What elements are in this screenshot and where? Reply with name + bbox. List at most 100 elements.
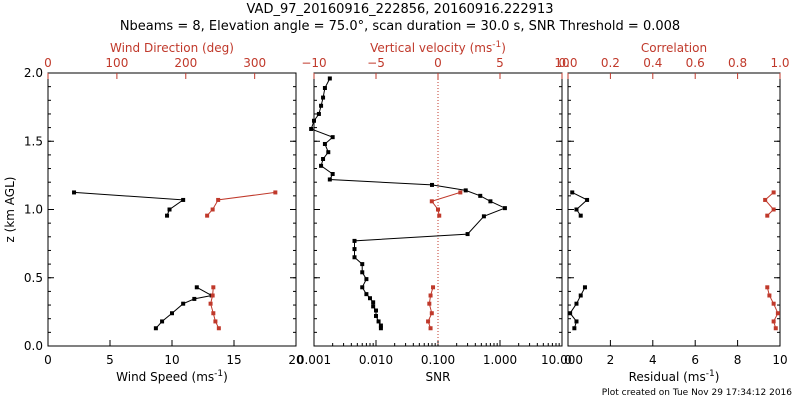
data-point	[428, 326, 433, 331]
data-point	[578, 293, 583, 298]
data-point	[213, 319, 218, 324]
data-point	[205, 213, 210, 218]
data-point	[371, 304, 376, 309]
data-point	[211, 285, 216, 290]
data-point	[352, 238, 357, 243]
data-point	[378, 326, 383, 331]
x-top-tick-label: 0.2	[601, 56, 620, 70]
data-point	[431, 285, 436, 290]
data-point	[319, 103, 324, 108]
data-point	[216, 197, 221, 202]
x-top-tick-label: 5	[496, 56, 504, 70]
data-point	[316, 111, 321, 116]
data-point	[319, 163, 324, 168]
x-top-tick-label: −10	[301, 56, 326, 70]
y-tick-label: 1.0	[24, 203, 43, 217]
series-line	[310, 78, 507, 329]
x-bottom-tick-label: 10.000	[541, 353, 583, 367]
data-point	[322, 141, 327, 146]
x-top-tick-label: 0.8	[728, 56, 747, 70]
data-point	[371, 300, 376, 305]
data-point	[374, 308, 378, 313]
data-point	[765, 213, 770, 218]
x-top-tick-label: 0.0	[558, 56, 577, 70]
data-point	[767, 293, 772, 298]
data-point	[312, 118, 316, 123]
data-point	[327, 177, 332, 182]
x-bottom-tick-label: 0	[44, 353, 52, 367]
data-point	[502, 206, 507, 211]
data-point	[574, 319, 579, 324]
series-line	[206, 191, 276, 216]
x-bottom-axis-title: Wind Speed (ms-1)	[116, 369, 228, 384]
data-point	[167, 207, 172, 212]
data-point	[322, 86, 327, 91]
data-point	[771, 319, 776, 324]
x-top-axis-title: Correlation	[641, 41, 707, 55]
x-bottom-tick-label: 0.001	[297, 353, 331, 367]
data-point	[582, 285, 587, 290]
data-point	[181, 197, 186, 202]
x-bottom-tick-label: 0	[564, 353, 572, 367]
x-top-tick-label: 300	[243, 56, 266, 70]
series-line	[764, 192, 775, 216]
data-point	[210, 293, 215, 298]
x-bottom-tick-label: 8	[734, 353, 742, 367]
data-point	[360, 262, 365, 267]
data-point	[378, 323, 383, 328]
y-tick-label: 0.0	[24, 339, 43, 353]
x-bottom-tick-label: 0.100	[421, 353, 455, 367]
y-axis-title: z (km AGL)	[3, 177, 17, 243]
data-point	[352, 247, 357, 252]
x-bottom-axis-title: Residual (ms-1)	[629, 369, 720, 384]
x-bottom-tick-label: 6	[691, 353, 699, 367]
data-point	[775, 311, 780, 316]
data-point	[352, 255, 357, 260]
x-top-tick-label: 0	[434, 56, 442, 70]
data-point	[481, 214, 486, 219]
data-point	[488, 199, 493, 204]
data-point	[572, 326, 577, 331]
data-point	[326, 150, 331, 155]
data-point	[170, 311, 174, 316]
x-top-tick-label: 100	[105, 56, 128, 70]
data-point	[437, 213, 442, 218]
series-line	[73, 191, 185, 216]
data-point	[465, 232, 470, 237]
data-point	[429, 311, 434, 316]
data-point	[578, 213, 583, 218]
data-point	[771, 190, 776, 195]
data-point	[574, 301, 579, 306]
data-point	[773, 326, 778, 331]
data-point	[330, 135, 335, 140]
data-point	[211, 311, 216, 316]
data-point	[210, 207, 215, 212]
data-point	[463, 188, 468, 193]
y-tick-label: 0.5	[24, 271, 43, 285]
data-point	[426, 319, 431, 324]
x-top-tick-label: 200	[174, 56, 197, 70]
data-point	[771, 301, 776, 306]
y-tick-label: 2.0	[24, 66, 43, 80]
series-line	[571, 191, 588, 216]
plot-frame	[567, 72, 781, 347]
data-point	[364, 277, 369, 282]
x-bottom-tick-label: 10	[772, 353, 787, 367]
data-point	[216, 326, 221, 331]
x-top-tick-label: 0	[44, 56, 52, 70]
data-point	[458, 190, 463, 195]
data-point	[153, 326, 158, 331]
plot-frame	[47, 72, 297, 347]
data-point	[771, 207, 776, 212]
x-bottom-tick-label: 2	[607, 353, 615, 367]
series-line	[155, 286, 214, 329]
data-point	[160, 319, 165, 324]
data-point	[364, 292, 369, 297]
data-point	[376, 319, 381, 324]
x-top-tick-label: 1.0	[770, 56, 789, 70]
data-point	[330, 172, 335, 177]
data-point	[165, 213, 170, 218]
x-bottom-tick-label: 5	[106, 353, 114, 367]
data-point	[763, 197, 768, 202]
data-point	[309, 126, 314, 131]
